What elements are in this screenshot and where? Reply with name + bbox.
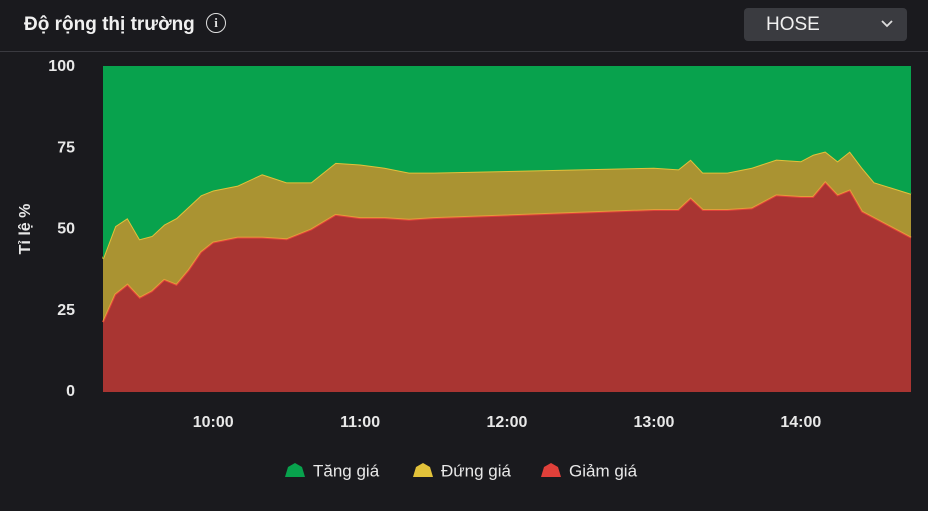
dropdown-value: HOSE: [766, 14, 820, 35]
y-axis-label: Tỉ lệ %: [17, 204, 34, 255]
legend-marker: [285, 463, 305, 477]
x-tick-label: 14:00: [780, 414, 821, 431]
x-tick-label: 10:00: [193, 414, 234, 431]
y-tick-label: 100: [48, 58, 75, 75]
y-tick-label: 50: [57, 221, 75, 238]
legend-label: Đứng giá: [441, 461, 512, 480]
y-tick-label: 75: [57, 139, 75, 156]
legend-label: Giảm giá: [569, 461, 638, 480]
chevron: [881, 20, 893, 28]
x-tick-label: 11:00: [340, 414, 380, 431]
y-tick-label: 25: [57, 302, 75, 319]
legend-marker: [413, 463, 433, 477]
x-tick-label: 13:00: [633, 414, 674, 431]
widget-title: Độ rộng thị trường: [24, 14, 195, 35]
area-fill: [103, 151, 911, 323]
x-tick-label: 12:00: [487, 414, 528, 431]
y-tick-label: 0: [66, 383, 75, 400]
legend-marker: [541, 463, 561, 477]
legend-label: Tăng giá: [313, 461, 380, 480]
chart: Tỉ lệ % 0 25 50 75 100 10:00 11:00 12:00 13:00 14…: [17, 58, 912, 480]
info-icon[interactable]: i: [206, 13, 226, 33]
area-fill: [103, 67, 911, 259]
header: Độ rộng thị trường i HOSE: [0, 0, 928, 52]
exchange-dropdown[interactable]: HOSE: [744, 8, 907, 41]
area-fill: [103, 182, 911, 392]
